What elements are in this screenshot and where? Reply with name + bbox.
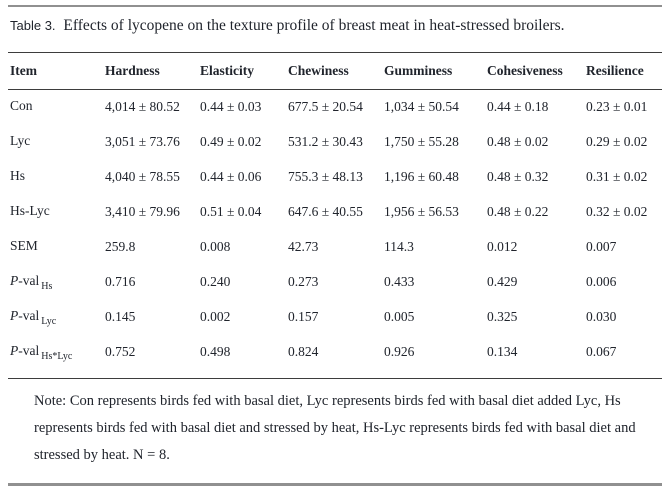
cell-value: 1,750 ± 55.28 xyxy=(384,134,459,149)
cell-value: 0.145 xyxy=(105,309,136,324)
cell-value: 0.716 xyxy=(105,274,136,289)
table-row-pval-hs-lyc: P-val Hs*Lyc 0.752 0.498 0.824 0.926 0.13… xyxy=(8,335,662,370)
cell-value: 0.325 xyxy=(487,309,518,324)
table-header: Item Hardness Elasticity Chewiness Gummi… xyxy=(8,52,662,90)
cell-value: 1,034 ± 50.54 xyxy=(384,99,459,115)
cell-value: 0.49 ± 0.02 xyxy=(200,134,262,149)
cell-value: 0.752 xyxy=(105,344,136,359)
header-row: Item Hardness Elasticity Chewiness Gummi… xyxy=(8,52,662,90)
row-label-text: Hs xyxy=(10,167,26,183)
table-row-sem: SEM 259.8 0.008 42.73 114.3 0.012 0.007 xyxy=(8,230,662,265)
row-label-subscript: Hs*Lyc xyxy=(41,351,73,363)
table-row-lyc: Lyc 3,051 ± 73.76 0.49 ± 0.02 531.2 ± 30… xyxy=(8,125,662,160)
table-caption: Table 3. Effects of lycopene on the text… xyxy=(10,15,662,37)
table-bottom-rule xyxy=(8,377,662,379)
row-label: P-val Lyc xyxy=(8,300,103,335)
cell-value: 0.44 ± 0.03 xyxy=(200,99,262,115)
table-row-pval-hs: P-val Hs 0.716 0.240 0.273 0.433 0.429 0.… xyxy=(8,265,662,300)
cell-value: 1,196 ± 60.48 xyxy=(384,169,459,184)
cell-value: 0.067 xyxy=(586,344,617,359)
row-label-text: Lyc xyxy=(10,132,31,148)
cell-value: 0.008 xyxy=(200,239,231,254)
cell-value: 0.433 xyxy=(384,274,415,289)
cell-value: 0.926 xyxy=(384,344,415,359)
top-divider-rule xyxy=(8,5,662,7)
cell-value: 0.240 xyxy=(200,274,231,289)
cell-value: 0.824 xyxy=(288,344,319,359)
cell-value: 755.3 ± 48.13 xyxy=(288,169,363,184)
table-note: Note: Con represents birds fed with basa… xyxy=(34,392,636,463)
row-label-text: -val xyxy=(18,307,40,323)
row-label-italic: P xyxy=(10,307,19,323)
cell-value: 4,040 ± 78.55 xyxy=(105,169,180,184)
column-header-gumminess: Gumminess xyxy=(382,52,485,90)
row-label: SEM xyxy=(8,230,103,265)
cell-value: 0.429 xyxy=(487,274,518,289)
cell-value: 647.6 ± 40.55 xyxy=(288,204,363,219)
column-header-resilience: Resilience xyxy=(584,52,662,90)
cell-value: 0.273 xyxy=(288,274,319,289)
cell-value: 0.44 ± 0.18 xyxy=(487,99,549,115)
cell-value: 0.48 ± 0.32 xyxy=(487,169,549,184)
cell-value: 259.8 xyxy=(105,239,136,254)
cell-value: 42.73 xyxy=(288,239,319,254)
cell-value: 0.48 ± 0.02 xyxy=(487,134,549,149)
table-caption-text: Effects of lycopene on the texture profi… xyxy=(63,17,565,34)
table-row-pval-lyc: P-val Lyc 0.145 0.002 0.157 0.005 0.325 0… xyxy=(8,300,662,335)
cell-value: 0.134 xyxy=(487,344,518,359)
row-label: P-val Hs*Lyc xyxy=(8,335,103,370)
column-header-hardness: Hardness xyxy=(103,52,198,90)
cell-value: 0.498 xyxy=(200,344,231,359)
table-row-con: Con 4,014 ± 80.52 0.44 ± 0.03 677.5 ± 20… xyxy=(8,90,662,125)
column-header-elasticity: Elasticity xyxy=(198,52,286,90)
cell-value: 0.157 xyxy=(288,309,319,324)
bottom-divider-rule xyxy=(8,482,662,486)
row-label-italic: P xyxy=(10,272,19,288)
texture-profile-table: Item Hardness Elasticity Chewiness Gummi… xyxy=(8,52,662,370)
row-label-italic: P xyxy=(10,342,19,358)
row-label-subscript: Hs xyxy=(41,281,53,293)
row-label-text: SEM xyxy=(10,237,38,253)
cell-value: 1,956 ± 56.53 xyxy=(384,204,459,219)
cell-value: 0.005 xyxy=(384,309,415,324)
cell-value: 0.030 xyxy=(586,309,617,324)
cell-value: 0.002 xyxy=(200,309,231,324)
row-label: Lyc xyxy=(8,125,103,160)
table-body: Con 4,014 ± 80.52 0.44 ± 0.03 677.5 ± 20… xyxy=(8,90,662,370)
column-header-item: Item xyxy=(8,52,103,90)
row-label: Con xyxy=(8,90,103,125)
row-label: P-val Hs xyxy=(8,265,103,300)
cell-value: 3,410 ± 79.96 xyxy=(105,204,180,219)
row-label: Hs xyxy=(8,160,103,195)
cell-value: 0.51 ± 0.04 xyxy=(200,204,262,219)
row-label-text: Con xyxy=(10,97,33,113)
cell-value: 0.32 ± 0.02 xyxy=(586,204,648,219)
column-header-chewiness: Chewiness xyxy=(286,52,382,90)
table-row-hs: Hs 4,040 ± 78.55 0.44 ± 0.06 755.3 ± 48.… xyxy=(8,160,662,195)
row-label-subscript: Lyc xyxy=(41,316,57,328)
cell-value: 0.006 xyxy=(586,274,617,289)
table-number-label: Table 3. xyxy=(10,18,56,33)
cell-value: 0.29 ± 0.02 xyxy=(586,134,648,149)
cell-value: 0.007 xyxy=(586,239,617,254)
cell-value: 531.2 ± 30.43 xyxy=(288,134,363,149)
cell-value: 114.3 xyxy=(384,239,414,254)
cell-value: 0.31 ± 0.02 xyxy=(586,169,648,184)
column-header-cohesiveness: Cohesiveness xyxy=(485,52,584,90)
row-label-text: -val xyxy=(18,272,40,288)
cell-value: 0.012 xyxy=(487,239,518,254)
cell-value: 0.23 ± 0.01 xyxy=(586,99,648,115)
cell-value: 4,014 ± 80.52 xyxy=(105,99,180,115)
cell-value: 0.48 ± 0.22 xyxy=(487,204,549,219)
row-label-text: -val xyxy=(18,342,40,358)
cell-value: 3,051 ± 73.76 xyxy=(105,134,180,149)
table-row-hs-lyc: Hs-Lyc 3,410 ± 79.96 0.51 ± 0.04 647.6 ±… xyxy=(8,195,662,230)
row-label: Hs-Lyc xyxy=(8,195,103,230)
cell-value: 677.5 ± 20.54 xyxy=(288,99,363,115)
cell-value: 0.44 ± 0.06 xyxy=(200,169,262,184)
row-label-text: Hs-Lyc xyxy=(10,202,50,218)
